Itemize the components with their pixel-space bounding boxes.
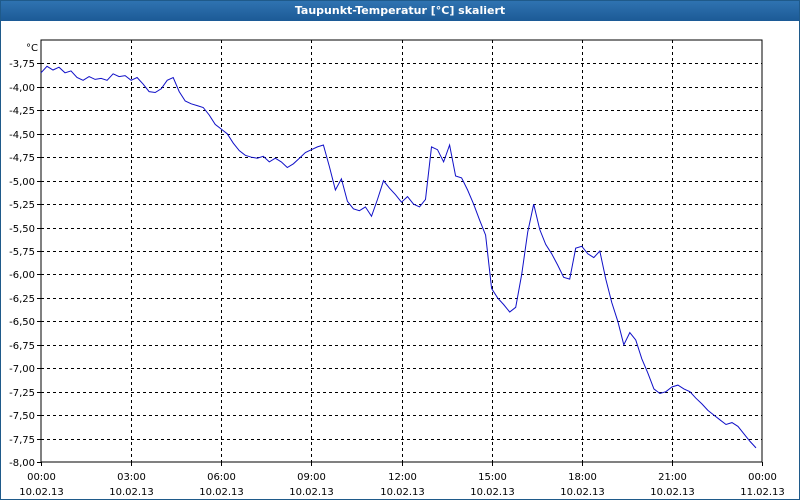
- x-tick-time-label: 09:00: [297, 472, 326, 483]
- y-tick-label: -5,75: [9, 247, 35, 258]
- y-tick-label: -6,25: [9, 294, 35, 305]
- window-title: Taupunkt-Temperatur [°C] skaliert: [1, 1, 799, 21]
- series-line: [40, 65, 757, 449]
- y-tick-label: -5,00: [9, 177, 35, 188]
- x-tick-time-label: 00:00: [27, 472, 56, 483]
- x-tick-date-label: 10.02.13: [19, 487, 64, 498]
- y-axis-unit-label: °C: [26, 43, 38, 54]
- x-tick-time-label: 15:00: [478, 472, 507, 483]
- x-tick-date-label: 10.02.13: [470, 487, 515, 498]
- x-tick-date-label: 10.02.13: [109, 487, 154, 498]
- y-tick-label: -7,50: [9, 411, 35, 422]
- y-tick-label: -5,25: [9, 200, 35, 211]
- x-tick-date-label: 10.02.13: [650, 487, 695, 498]
- y-tick-label: -4,00: [9, 83, 35, 94]
- grid: [41, 40, 762, 462]
- x-tick-date-label: 10.02.13: [199, 487, 244, 498]
- y-tick-label: -5,50: [9, 224, 35, 235]
- x-tick-time-label: 03:00: [117, 472, 146, 483]
- y-tick-label: -8,00: [9, 458, 35, 469]
- x-tick-date-label: 10.02.13: [289, 487, 334, 498]
- x-axis: 00:00 10.02.13 03:00 10.02.13 06:00 10.02.13 0…: [19, 462, 785, 498]
- x-tick-time-label: 00:00: [748, 472, 777, 483]
- x-tick-time-label: 18:00: [568, 472, 597, 483]
- x-tick-date-label: 10.02.13: [560, 487, 605, 498]
- x-tick-date-label: 11.02.13: [740, 487, 785, 498]
- y-axis: -3,75 -4,00 -4,25 -4,50 -4,75 -5,00 -5,25 -5,50…: [9, 59, 41, 469]
- x-tick-time-label: 06:00: [207, 472, 236, 483]
- y-tick-label: -7,00: [9, 364, 35, 375]
- y-tick-label: -7,75: [9, 435, 35, 446]
- y-tick-label: -6,50: [9, 317, 35, 328]
- x-tick-date-label: 10.02.13: [380, 487, 425, 498]
- y-tick-label: -4,25: [9, 106, 35, 117]
- y-tick-label: -7,25: [9, 388, 35, 399]
- x-tick-time-label: 12:00: [388, 472, 417, 483]
- y-tick-label: -6,75: [9, 341, 35, 352]
- y-tick-label: -3,75: [9, 59, 35, 70]
- y-tick-label: -6,00: [9, 270, 35, 281]
- y-tick-label: -4,75: [9, 153, 35, 164]
- y-tick-label: -4,50: [9, 130, 35, 141]
- x-tick-time-label: 21:00: [658, 472, 687, 483]
